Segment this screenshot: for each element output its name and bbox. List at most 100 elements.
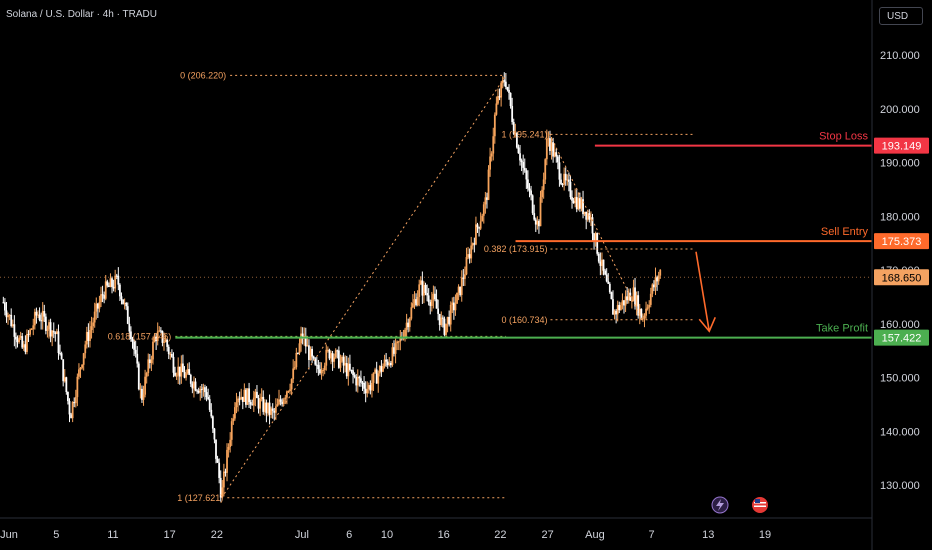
candle-body [490, 153, 493, 157]
candle-body [585, 211, 588, 220]
candle-body [591, 217, 594, 234]
candle-body [358, 376, 361, 379]
candle-body [364, 388, 367, 394]
y-tick-label: 150.000 [880, 373, 920, 385]
candle-body [52, 330, 55, 333]
candle-body [43, 311, 46, 317]
candle-body [155, 336, 158, 342]
candle-body [366, 389, 369, 394]
candle-body [174, 372, 176, 376]
candle-body [82, 353, 85, 365]
candle-body [2, 302, 5, 304]
candle-body [89, 329, 91, 341]
candle-body [268, 402, 271, 415]
candle-body [71, 402, 74, 419]
candle-body [547, 138, 550, 140]
candle-body [62, 359, 65, 382]
candle-body [237, 398, 239, 403]
candle-body [282, 399, 285, 405]
candle-body [46, 329, 49, 331]
candle-body [55, 331, 58, 334]
candle-body [137, 363, 140, 390]
candle-body [604, 270, 607, 275]
candle-body [473, 243, 476, 245]
candle-body [161, 330, 164, 343]
candle-body [426, 293, 428, 296]
level-label: Stop Loss [819, 131, 868, 143]
candle-body [76, 376, 79, 398]
candle-body [98, 302, 101, 309]
x-tick-label: 22 [494, 529, 506, 541]
candle-body [148, 359, 151, 363]
price-tag-text: 193.149 [882, 141, 922, 153]
candle-body [57, 331, 60, 354]
currency-button[interactable]: USD [879, 7, 923, 25]
candle-body [632, 287, 635, 301]
candle-body [7, 315, 9, 318]
candle-body [38, 314, 41, 321]
candle-body [654, 277, 657, 288]
candle-body [92, 322, 95, 327]
x-tick-label: Aug [585, 529, 605, 541]
candle-body [73, 402, 76, 404]
candle-body [630, 300, 633, 302]
candle-body [293, 367, 296, 369]
candle-body [24, 344, 27, 352]
candle-body [297, 352, 299, 354]
candle-body [320, 370, 323, 374]
candle-body [530, 190, 532, 196]
candle-body [21, 336, 24, 348]
candle-body [4, 302, 6, 311]
candle-body [618, 305, 621, 311]
candle-body [511, 106, 514, 122]
candle-body [635, 295, 638, 307]
candle-body [271, 408, 274, 411]
candle-body [527, 179, 529, 189]
fib-lower-level-label: 0 (206.220) [180, 70, 226, 80]
candle-body [159, 330, 162, 332]
candle-body [84, 344, 87, 354]
candle-body [452, 302, 455, 311]
candle-body [131, 339, 134, 342]
candle-body [341, 356, 343, 361]
candle-body [445, 323, 447, 335]
candle-body [333, 357, 336, 362]
candle-body [200, 388, 203, 390]
candle-body [582, 199, 584, 215]
candle-body [429, 302, 432, 306]
candle-body [115, 275, 118, 277]
candle-body [334, 350, 337, 358]
candle-body [246, 388, 249, 405]
candle-body [145, 373, 148, 377]
fib-lower-level-label: 0.618 (157.646) [108, 331, 172, 341]
candle-body [561, 184, 564, 186]
x-tick-label: 17 [164, 529, 176, 541]
candle-body [624, 296, 627, 306]
candle-body [544, 159, 547, 180]
candle-body [289, 389, 291, 392]
level-label: Sell Entry [821, 226, 869, 238]
candle-body [590, 217, 592, 220]
candle-body [309, 348, 312, 361]
candle-body [311, 348, 313, 357]
candle-body [287, 391, 290, 393]
candle-body [41, 311, 44, 322]
candle-body [315, 364, 318, 366]
candle-body [596, 233, 599, 254]
candle-body [170, 354, 173, 357]
candle-body [476, 224, 479, 228]
candle-body [645, 308, 647, 316]
candle-body [567, 179, 570, 182]
candle-body [498, 96, 501, 98]
candle-body [514, 133, 517, 135]
candle-body [465, 257, 468, 275]
candle-body [356, 376, 359, 386]
candle-body [95, 303, 98, 312]
price-tag [874, 233, 929, 250]
candle-body [583, 211, 586, 215]
candle-body [120, 296, 123, 300]
candle-body [481, 215, 484, 222]
candle-body [112, 286, 115, 289]
candle-body [32, 325, 35, 329]
